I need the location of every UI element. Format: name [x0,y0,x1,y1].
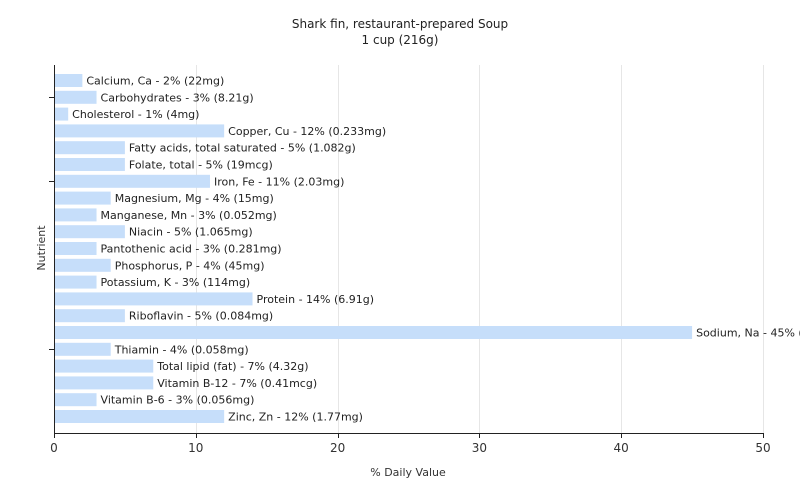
data-label: Thiamin - 4% (0.058mg) [114,343,249,356]
data-label: Protein - 14% (6.91g) [257,293,375,306]
data-label: Pantothenic acid - 3% (0.281mg) [101,243,282,256]
data-label: Carbohydrates - 3% (8.21g) [101,91,254,104]
data-label: Niacin - 5% (1.065mg) [129,226,253,239]
bar [54,208,97,222]
data-label: Potassium, K - 3% (114mg) [101,276,251,289]
bar [54,359,154,373]
x-tick-label: 0 [50,441,58,455]
bar [54,410,225,423]
bar [54,225,125,239]
bar [54,74,83,87]
chart-subtitle: 1 cup (216g) [361,33,439,47]
bar [54,124,225,138]
data-label: Folate, total - 5% (19mcg) [129,159,273,172]
x-tick-label: 20 [330,441,345,455]
bar [54,242,97,255]
data-label: Copper, Cu - 12% (0.233mg) [228,125,386,138]
bar [54,258,111,272]
x-tick-label: 40 [614,441,629,455]
data-label: Vitamin B-12 - 7% (0.41mcg) [157,377,317,390]
bar [54,107,69,121]
bar [54,191,111,205]
data-label: Manganese, Mn - 3% (0.052mg) [101,209,277,222]
data-label: Fatty acids, total saturated - 5% (1.082… [129,142,356,155]
data-label: Total lipid (fat) - 7% (4.32g) [156,360,308,373]
bar [54,393,97,407]
data-label: Cholesterol - 1% (4mg) [72,108,199,121]
axes: 0 10 20 30 40 50 [49,65,771,455]
x-tick-label: 10 [188,441,203,455]
bar [54,90,97,104]
bar [54,174,210,188]
bar [54,141,125,155]
data-label: Sodium, Na - 45% (1082mg) [696,327,800,340]
x-tick-label: 30 [472,441,487,455]
bar [54,342,111,356]
data-label: Magnesium, Mg - 4% (15mg) [115,192,274,205]
bars: Calcium, Ca - 2% (22mg) Carbohydrates - 3… [54,74,800,424]
data-label: Riboflavin - 5% (0.084mg) [129,310,273,323]
y-axis-label: Nutrient [35,225,48,271]
data-label: Vitamin B-6 - 3% (0.056mg) [101,394,255,407]
bar [54,326,693,339]
data-label: Phosphorus, P - 4% (45mg) [115,259,265,272]
bar [54,309,125,323]
bar [54,158,125,171]
data-label: Calcium, Ca - 2% (22mg) [86,75,224,88]
x-tick-label: 50 [755,441,770,455]
bar [54,275,97,289]
chart-title: Shark fin, restaurant-prepared Soup [291,17,509,31]
data-label: Zinc, Zn - 12% (1.77mg) [228,411,363,424]
bar [54,292,253,306]
bar [54,376,154,390]
gridlines [196,65,764,433]
data-label: Iron, Fe - 11% (2.03mg) [214,175,344,188]
x-axis-label: % Daily Value [370,466,446,479]
